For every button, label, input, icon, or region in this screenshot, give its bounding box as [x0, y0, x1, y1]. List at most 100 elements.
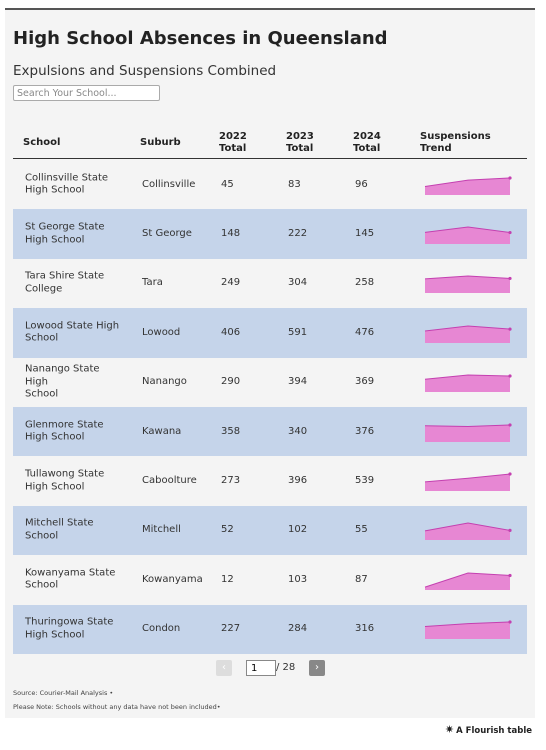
- school-name: Glenmore State High School: [25, 419, 125, 444]
- source-note: Source: Courier-Mail Analysis •: [13, 689, 114, 697]
- sparkline-svg: [424, 423, 512, 442]
- suspensions-trend-sparkline: [423, 570, 513, 590]
- total-2022: 148: [221, 227, 241, 239]
- total-2023: 83: [288, 178, 301, 190]
- next-page-button[interactable]: ›: [309, 660, 325, 676]
- sparkline-end-point: [508, 529, 512, 533]
- suspensions-trend-sparkline: [423, 175, 513, 195]
- school-name: Nanango State High School: [25, 364, 125, 402]
- sparkline-svg: [424, 472, 512, 492]
- school-name: Lowood State High School: [25, 320, 125, 345]
- total-2023: 394: [288, 376, 308, 387]
- sparkline-line: [424, 522, 511, 532]
- total-2024: 87: [355, 573, 368, 585]
- table-card: High School Absences in Queensland Expul…: [5, 8, 535, 718]
- header-suspensions-trend[interactable]: Suspensions Trend: [420, 131, 491, 155]
- school-name-line1: Tara Shire State: [25, 270, 105, 282]
- flourish-logo-icon: ✷: [444, 723, 455, 736]
- sparkline-svg: [424, 226, 512, 245]
- header-2024-total[interactable]: 2024 Total: [353, 131, 381, 155]
- table-row: Glenmore State High School Kawana 358 340 376: [13, 406, 527, 457]
- page-subtitle: Expulsions and Suspensions Combined: [13, 63, 277, 79]
- prev-page-button[interactable]: ‹: [216, 660, 232, 676]
- total-2024: 476: [355, 326, 375, 338]
- total-2023: 284: [288, 622, 308, 634]
- school-name: Mitchell State School: [25, 518, 125, 543]
- sparkline-area: [425, 325, 510, 343]
- sparkline-svg: [424, 275, 512, 294]
- sparkline-svg: [424, 620, 512, 640]
- total-2022: 290: [221, 376, 241, 387]
- school-name-line2: School: [25, 388, 59, 400]
- total-2024: 316: [355, 622, 375, 634]
- sparkline-area: [425, 523, 510, 541]
- school-name: Thuringowa State High School: [25, 617, 125, 642]
- table-row: Tullawong State High School Caboolture 273 3…: [13, 456, 527, 505]
- school-name-line2: School: [25, 332, 59, 344]
- header-2023-line1: 2023: [286, 131, 314, 142]
- total-2024: 258: [355, 277, 375, 289]
- sparkline-end-point: [508, 423, 512, 427]
- header-2022-line1: 2022: [219, 131, 247, 142]
- sparkline-area: [425, 572, 510, 590]
- suspensions-trend-sparkline: [423, 372, 513, 393]
- school-name-line2: School: [25, 530, 59, 542]
- sparkline-end-point: [508, 231, 512, 235]
- school-name: Collinsville State High School: [25, 172, 125, 197]
- header-2022-line2: Total: [219, 143, 247, 154]
- total-2023: 102: [288, 524, 308, 536]
- table-row: Lowood State High School Lowood 406 591 476: [13, 308, 527, 358]
- sparkline-end-point: [508, 277, 512, 281]
- school-name-line2: High School: [25, 234, 85, 246]
- table-row: Tara Shire State College Tara 249 304 258: [13, 259, 527, 308]
- school-name-line1: Lowood State High: [25, 320, 120, 332]
- sparkline-line: [424, 572, 511, 588]
- page-number-input[interactable]: [246, 660, 276, 676]
- school-name-line2: High School: [25, 184, 85, 196]
- school-name-line1: Nanango State High: [25, 363, 100, 388]
- school-name-line1: St George State: [25, 221, 105, 233]
- sparkline-line: [424, 424, 511, 427]
- total-2024: 55: [355, 524, 368, 536]
- header-trend-line2: Trend: [420, 143, 452, 154]
- header-trend-line1: Suspensions: [420, 131, 491, 142]
- table-body: Collinsville State High School Collinsvill…: [13, 160, 527, 654]
- table-header: School Suburb 2022 Total 2023 Total 2024…: [13, 118, 527, 159]
- school-name-line2: School: [25, 579, 59, 591]
- table-row: Nanango State High School Nanango 290 394 369: [13, 358, 527, 407]
- sparkline-area: [425, 474, 510, 492]
- suspensions-trend-sparkline: [423, 323, 513, 343]
- sparkline-end-point: [508, 472, 512, 476]
- school-name: Kowanyama State School: [25, 567, 125, 592]
- total-2022: 227: [221, 622, 241, 634]
- pagination: ‹ / 28 ›: [5, 660, 535, 678]
- school-name-line1: Tullawong State: [25, 468, 105, 480]
- sparkline-end-point: [508, 374, 512, 378]
- suburb: Lowood: [142, 326, 181, 338]
- school-name-line2: High School: [25, 431, 85, 443]
- sparkline-area: [425, 227, 510, 245]
- suburb: Kowanyama: [142, 573, 203, 585]
- sparkline-svg: [424, 325, 512, 343]
- table-row: Kowanyama State School Kowanyama 12 103 87: [13, 555, 527, 604]
- school-name-line1: Mitchell State: [25, 517, 94, 529]
- search-input[interactable]: [13, 85, 160, 101]
- header-school[interactable]: School: [23, 137, 61, 148]
- flourish-credit[interactable]: ✷ A Flourish table: [445, 723, 532, 736]
- header-suburb[interactable]: Suburb: [140, 137, 181, 148]
- sparkline-end-point: [508, 176, 512, 180]
- table-row: Mitchell State School Mitchell 52 102 55: [13, 505, 527, 556]
- sparkline-end-point: [508, 327, 512, 331]
- header-2023-total[interactable]: 2023 Total: [286, 131, 314, 155]
- school-name-line1: Glenmore State: [25, 419, 104, 431]
- school-name: Tullawong State High School: [25, 469, 125, 494]
- sparkline-area: [425, 424, 510, 442]
- total-2023: 222: [288, 227, 308, 239]
- sparkline-line: [424, 226, 511, 234]
- total-2022: 12: [221, 573, 234, 585]
- suspensions-trend-sparkline: [423, 471, 513, 492]
- header-2023-line2: Total: [286, 143, 314, 154]
- sparkline-line: [424, 374, 511, 380]
- suspensions-trend-sparkline: [423, 422, 513, 442]
- header-2022-total[interactable]: 2022 Total: [219, 131, 247, 155]
